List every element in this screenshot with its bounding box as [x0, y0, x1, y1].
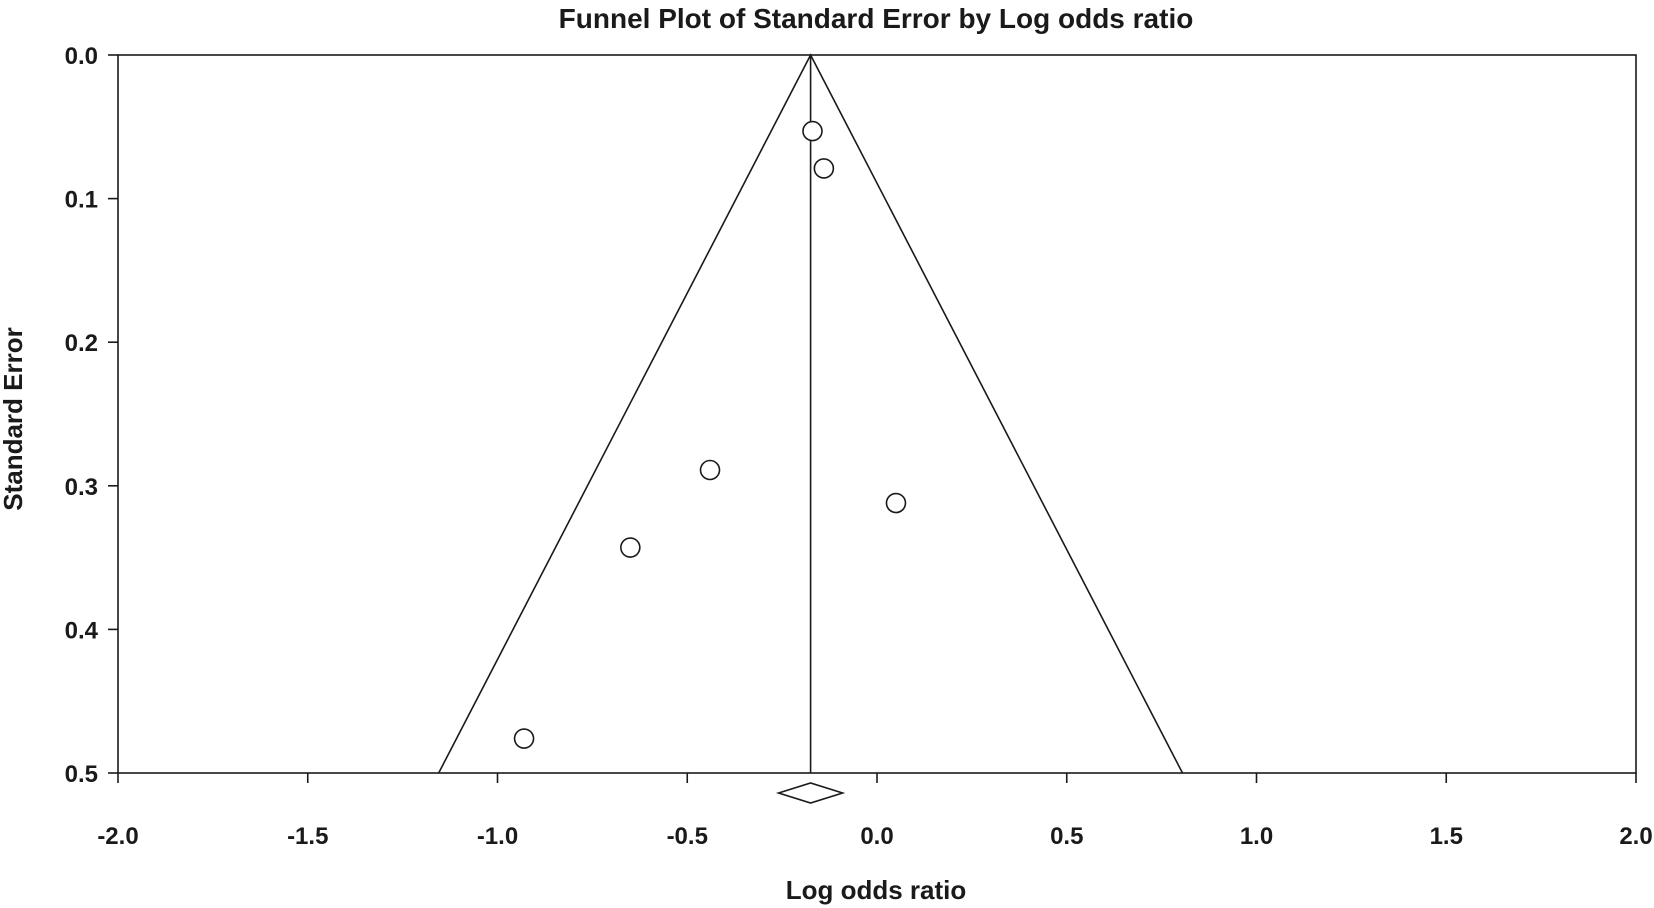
chart-title: Funnel Plot of Standard Error by Log odd…	[559, 3, 1194, 34]
y-tick-label: 0.4	[65, 617, 99, 644]
x-axis-ticks: -2.0 -1.5 -1.0 -0.5 0.0 0.5 1.0 1.5 2.0	[97, 773, 1653, 850]
y-tick-label: 0.0	[65, 43, 98, 70]
plot-area-frame	[117, 54, 1637, 774]
study-point	[813, 158, 835, 179]
y-axis-label: Standard Error	[0, 327, 28, 511]
study-point	[699, 459, 721, 481]
x-tick-label: 0.5	[1050, 823, 1083, 850]
x-tick-label: -1.0	[477, 823, 518, 850]
y-tick-label: 0.5	[65, 761, 98, 788]
x-tick-label: 1.0	[1240, 823, 1273, 850]
y-tick-label: 0.2	[65, 330, 98, 357]
x-tick-label: 1.5	[1430, 823, 1463, 850]
y-axis-ticks: 0.0 0.1 0.2 0.3 0.4 0.5	[65, 43, 118, 788]
funnel-layer	[437, 53, 1184, 804]
summary-diamond	[775, 782, 846, 804]
x-tick-label: -2.0	[97, 823, 138, 850]
y-tick-label: 0.1	[65, 187, 98, 214]
x-tick-label: 0.0	[860, 823, 893, 850]
data-points	[513, 120, 907, 749]
x-tick-label: -1.5	[287, 823, 328, 850]
study-point	[802, 120, 823, 142]
y-tick-label: 0.3	[65, 474, 98, 501]
x-tick-label: -0.5	[667, 823, 708, 850]
study-point	[885, 492, 907, 514]
x-axis-label: Log odds ratio	[786, 875, 967, 905]
x-tick-label: 2.0	[1619, 823, 1652, 850]
study-point	[620, 537, 641, 558]
study-point	[513, 728, 535, 749]
